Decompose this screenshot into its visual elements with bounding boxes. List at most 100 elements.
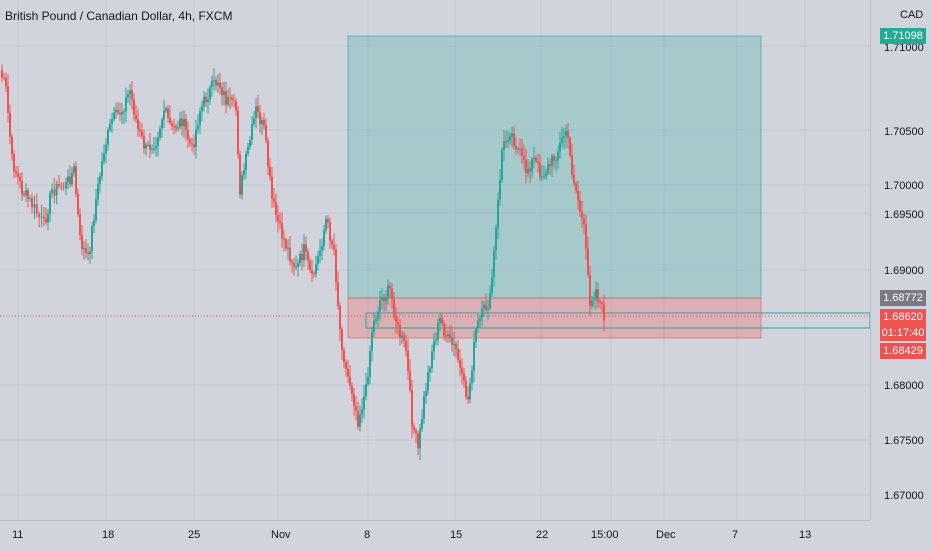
time-label-13: 13 xyxy=(799,529,812,541)
candle-body xyxy=(569,138,571,156)
candle-body xyxy=(443,323,445,336)
candle-body xyxy=(313,273,315,275)
candle-body xyxy=(487,308,489,310)
candle-body xyxy=(165,108,167,111)
candle-body xyxy=(391,288,393,300)
candle-body xyxy=(595,289,597,300)
candle-body xyxy=(273,198,275,203)
candle-body xyxy=(289,247,291,262)
candle-body xyxy=(157,137,159,146)
candle-body xyxy=(147,144,149,146)
candle-body xyxy=(195,129,197,147)
candle-body xyxy=(577,190,579,201)
time-label-8: 8 xyxy=(364,529,371,541)
candle-body xyxy=(579,200,581,212)
candle-body xyxy=(197,125,199,130)
candle-body xyxy=(449,334,451,338)
candle-body xyxy=(471,370,473,384)
currency-label[interactable]: CAD xyxy=(900,9,924,21)
candle-body xyxy=(60,186,63,188)
candle-body xyxy=(457,348,459,361)
candle-body xyxy=(277,214,279,222)
candle-body xyxy=(227,97,229,105)
candle-body xyxy=(305,244,307,252)
candle-body xyxy=(177,127,179,129)
time-label-7: 7 xyxy=(732,529,739,541)
candle-body xyxy=(355,405,357,411)
candle-body xyxy=(555,160,557,162)
candle-body xyxy=(27,190,29,199)
time-label-dec: Dec xyxy=(656,529,676,541)
candle-body xyxy=(91,226,93,251)
candle-body xyxy=(543,176,545,178)
candle-body xyxy=(62,187,65,189)
candle-body xyxy=(151,149,153,151)
candle-body xyxy=(475,328,477,342)
candle-body xyxy=(275,202,277,215)
candle-body xyxy=(135,114,137,120)
candle-body xyxy=(367,376,369,385)
candle-body xyxy=(179,118,181,128)
candle-body xyxy=(387,285,389,298)
candle-body xyxy=(497,199,499,228)
candle-body xyxy=(349,376,351,387)
candle-body xyxy=(365,384,367,397)
candle-body xyxy=(423,396,425,419)
candle-body xyxy=(211,80,213,87)
candle-body xyxy=(371,332,373,351)
candle-body xyxy=(119,112,121,115)
candle-body xyxy=(5,77,7,87)
candle-body xyxy=(229,97,231,99)
candle-body xyxy=(213,80,215,82)
chart-plot-area[interactable] xyxy=(0,0,870,520)
candle-body xyxy=(435,339,437,342)
candlestick-chart[interactable] xyxy=(0,0,870,520)
candle-body xyxy=(219,82,221,88)
candle-body xyxy=(369,350,371,377)
candle-body xyxy=(89,250,91,255)
candle-body xyxy=(75,166,77,194)
candle-body xyxy=(539,162,541,178)
candle-body xyxy=(93,220,95,227)
candle-body xyxy=(125,97,127,112)
candle-body xyxy=(223,91,225,96)
candle-body xyxy=(413,426,415,431)
candle-body xyxy=(43,216,45,219)
candle-body xyxy=(129,89,131,95)
candle-body xyxy=(537,161,539,163)
candle-body xyxy=(377,311,379,319)
candle-body xyxy=(77,193,79,215)
candle-body xyxy=(9,112,11,137)
time-axis[interactable] xyxy=(0,520,870,551)
candle-body xyxy=(329,222,331,241)
candle-body xyxy=(469,383,471,400)
price-tick-1.71000: 1.71000 xyxy=(884,42,924,54)
candle-body xyxy=(153,148,155,150)
candle-body xyxy=(307,251,309,261)
candle-body xyxy=(511,133,513,137)
candle-body xyxy=(445,335,447,337)
candle-body xyxy=(259,112,261,125)
candle-body xyxy=(99,176,101,184)
candle-body xyxy=(281,223,283,239)
price-scale[interactable] xyxy=(870,0,932,520)
candle-body xyxy=(117,109,119,113)
candle-body xyxy=(205,96,207,103)
candle-body xyxy=(225,91,227,105)
candle-body xyxy=(379,300,381,312)
price-tick-1.69000: 1.69000 xyxy=(884,265,924,277)
candle-body xyxy=(221,87,223,96)
candle-body xyxy=(425,390,427,397)
candle-body xyxy=(525,159,527,174)
candle-body xyxy=(517,148,519,150)
candle-body xyxy=(483,304,485,309)
candle-body xyxy=(485,304,487,310)
candle-body xyxy=(519,148,521,150)
candle-body xyxy=(231,97,233,101)
candle-body xyxy=(133,99,135,115)
symbol-title[interactable]: British Pound / Canadian Dollar, 4h, FXC… xyxy=(5,9,233,23)
candle-body xyxy=(533,157,535,160)
candle-body xyxy=(501,149,503,180)
candle-body xyxy=(499,179,501,200)
candle-body xyxy=(575,183,577,191)
